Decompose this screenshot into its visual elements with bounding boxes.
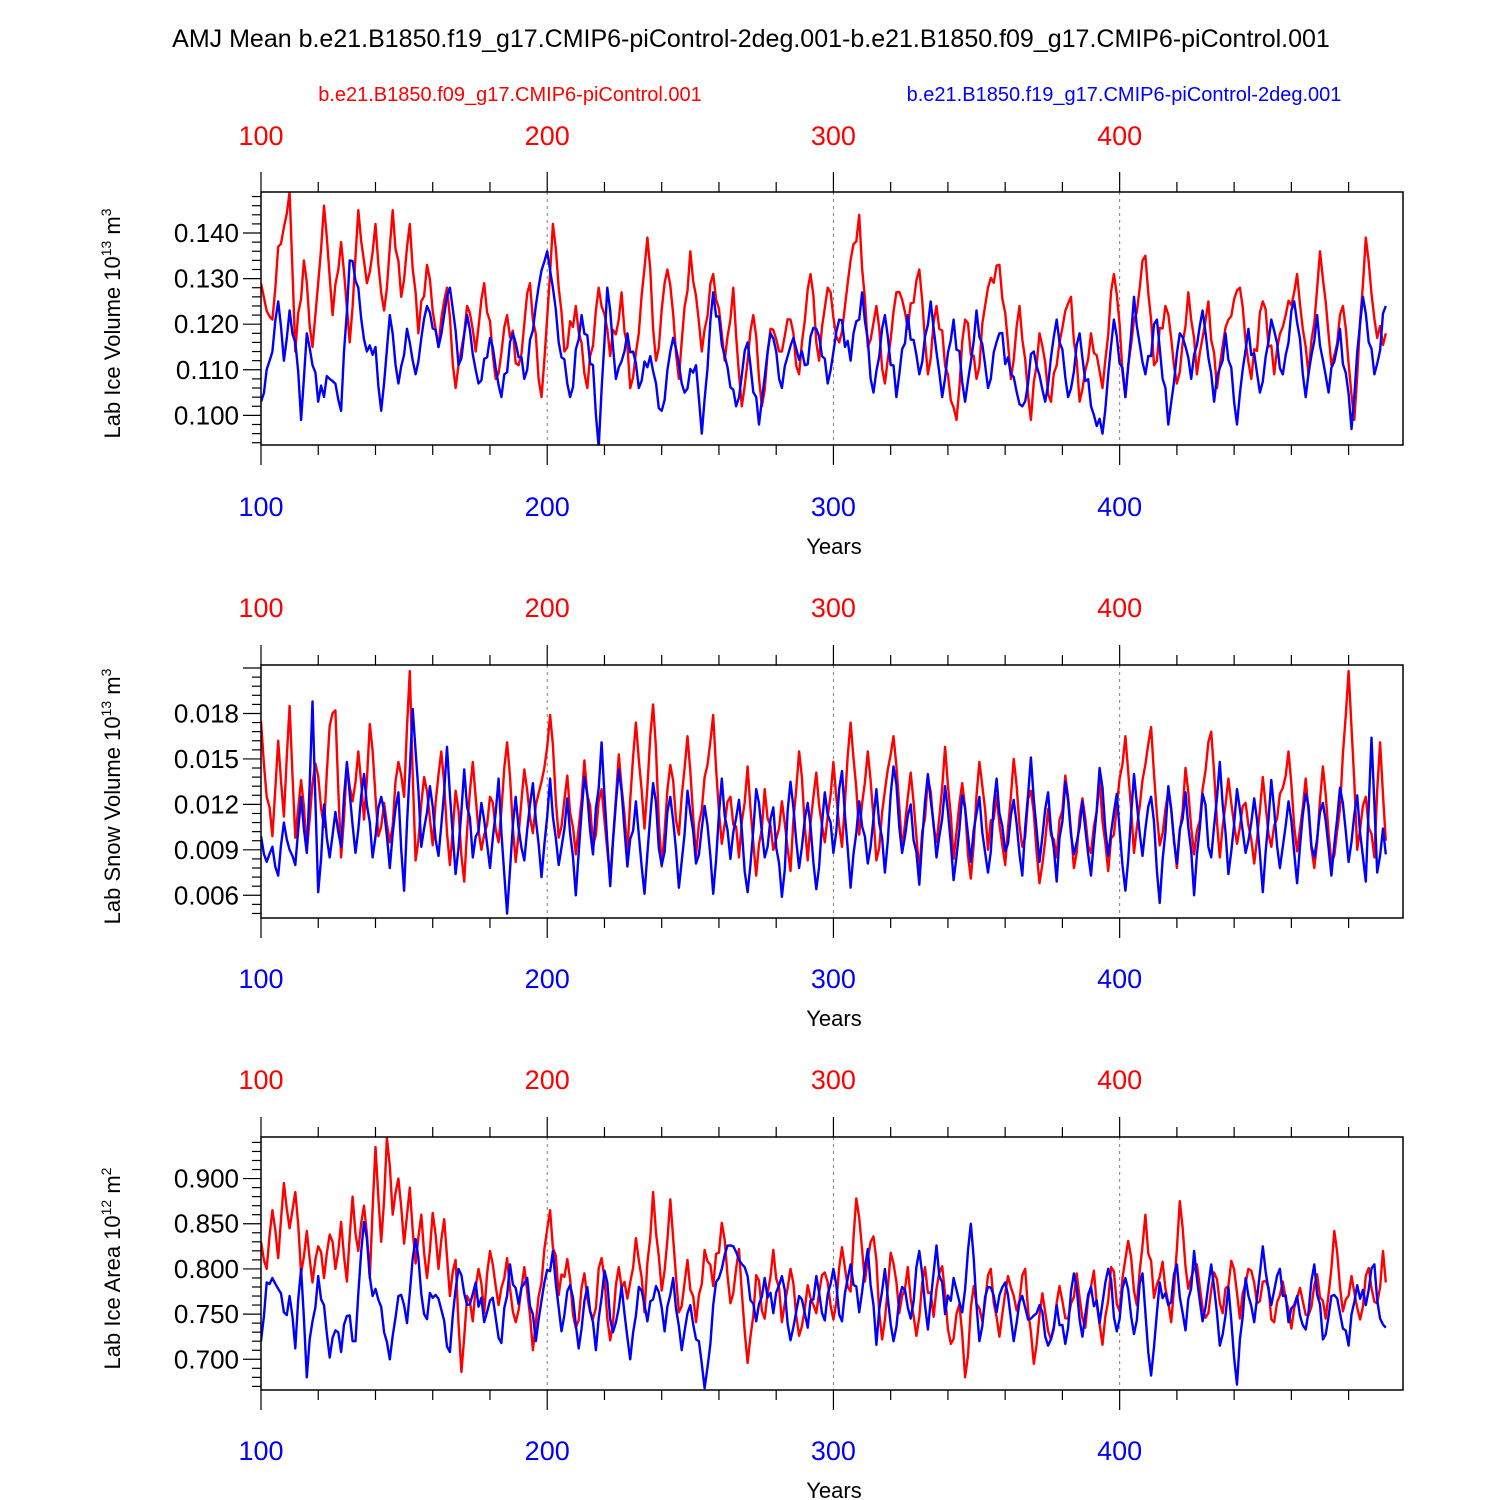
series-line-f09 xyxy=(261,1137,1387,1379)
x-bottom-tick-label: 400 xyxy=(1097,1436,1142,1466)
x-top-tick-label: 100 xyxy=(238,593,283,623)
x-top-tick-label: 100 xyxy=(238,1065,283,1095)
y-tick-label: 0.012 xyxy=(174,789,239,819)
x-bottom-tick-label: 300 xyxy=(811,492,856,522)
y-tick-label: 0.120 xyxy=(174,309,239,339)
panel-ice_area: 100 100 200 200 300 300 400 400 Years 0.700 0.750 0… xyxy=(98,1065,1404,1500)
x-bottom-tick-label: 300 xyxy=(811,1436,856,1466)
x-top-tick-label: 300 xyxy=(811,1065,856,1095)
series-line-f19 xyxy=(261,700,1387,915)
series-line-f19 xyxy=(261,250,1387,445)
y-tick-label: 0.140 xyxy=(174,218,239,248)
x-top-tick-label: 200 xyxy=(525,1065,570,1095)
x-top-tick-label: 300 xyxy=(811,593,856,623)
y-axis-label: Lab Snow Volume 1013 m3 xyxy=(98,668,125,924)
y-tick-label: 0.750 xyxy=(174,1299,239,1329)
x-bottom-tick-label: 200 xyxy=(525,964,570,994)
panel-snow_volume: 100 100 200 200 300 300 400 400 Years 0.006 0.009 0… xyxy=(98,593,1404,1031)
legend-case-f09: b.e21.B1850.f09_g17.CMIP6-piControl.001 xyxy=(318,84,702,106)
plot-frame xyxy=(260,1136,1404,1391)
x-top-tick-label: 200 xyxy=(525,121,570,151)
x-axis-label: Years xyxy=(806,1006,861,1031)
plot-frame xyxy=(260,664,1404,919)
x-bottom-tick-label: 100 xyxy=(238,964,283,994)
x-top-tick-label: 400 xyxy=(1097,121,1142,151)
y-tick-label: 0.800 xyxy=(174,1254,239,1284)
series-line-f09 xyxy=(261,192,1387,422)
x-bottom-tick-label: 400 xyxy=(1097,492,1142,522)
y-tick-label: 0.018 xyxy=(174,698,239,728)
y-tick-label: 0.015 xyxy=(174,744,239,774)
x-top-tick-label: 100 xyxy=(238,121,283,151)
y-tick-label: 0.110 xyxy=(176,355,239,385)
y-tick-label: 0.009 xyxy=(174,835,239,865)
y-tick-label: 0.700 xyxy=(174,1344,239,1374)
panel-ice_volume: 100 100 200 200 300 300 400 400 Years 0.100 0.110 0… xyxy=(98,121,1404,559)
y-tick-label: 0.100 xyxy=(174,400,239,430)
x-top-tick-label: 200 xyxy=(525,593,570,623)
plot-frame xyxy=(260,191,1404,446)
x-bottom-tick-label: 100 xyxy=(238,492,283,522)
x-axis-label: Years xyxy=(806,534,861,559)
y-tick-label: 0.006 xyxy=(174,880,239,910)
x-top-tick-label: 300 xyxy=(811,121,856,151)
x-top-tick-label: 400 xyxy=(1097,593,1142,623)
panels: 100 100 200 200 300 300 400 400 Years 0.100 0.110 0… xyxy=(98,121,1404,1500)
x-axis-label: Years xyxy=(806,1478,861,1500)
figure-title: AMJ Mean b.e21.B1850.f19_g17.CMIP6-piCon… xyxy=(172,25,1330,53)
y-tick-label: 0.130 xyxy=(174,264,239,294)
series-line-f19 xyxy=(261,1220,1387,1390)
x-bottom-tick-label: 300 xyxy=(811,964,856,994)
y-axis-label: Lab Ice Area 1012 m2 xyxy=(98,1167,125,1369)
x-bottom-tick-label: 400 xyxy=(1097,964,1142,994)
x-top-tick-label: 400 xyxy=(1097,1065,1142,1095)
series-line-f09 xyxy=(261,669,1387,885)
x-bottom-tick-label: 200 xyxy=(525,492,570,522)
y-tick-label: 0.850 xyxy=(174,1209,239,1239)
y-tick-label: 0.900 xyxy=(174,1164,239,1194)
x-bottom-tick-label: 100 xyxy=(238,1436,283,1466)
legend-case-f19: b.e21.B1850.f19_g17.CMIP6-piControl-2deg… xyxy=(907,84,1342,106)
x-bottom-tick-label: 200 xyxy=(525,1436,570,1466)
y-axis-label: Lab Ice Volume 1013 m3 xyxy=(98,208,125,438)
